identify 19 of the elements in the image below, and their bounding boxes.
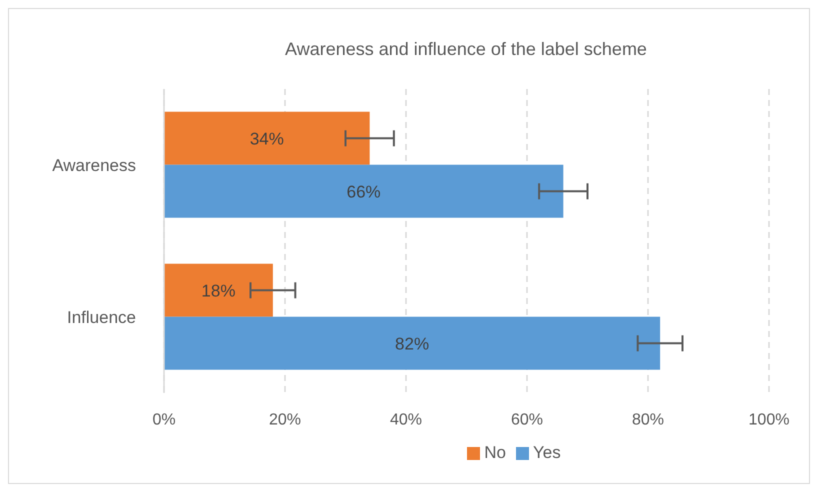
chart-title: Awareness and influence of the label scheme <box>284 39 648 60</box>
bar <box>164 164 564 218</box>
x-tick-label: 60% <box>510 411 544 428</box>
legend-label: No <box>484 443 506 462</box>
data-label: 82% <box>395 334 430 354</box>
bar <box>164 264 273 317</box>
bar <box>164 316 660 370</box>
y-tick-label: Influence <box>67 308 136 328</box>
x-tick-label: 0% <box>152 411 176 428</box>
legend-label: Yes <box>533 443 561 462</box>
y-tick-label: Awareness <box>52 156 136 176</box>
bar <box>164 112 370 165</box>
x-tick-label: 40% <box>390 411 422 428</box>
data-label: 66% <box>346 182 381 202</box>
data-label: 34% <box>250 129 284 148</box>
x-tick-label: 100% <box>748 411 790 428</box>
data-label: 18% <box>201 281 236 300</box>
x-tick-label: 20% <box>268 411 302 428</box>
x-tick-label: 80% <box>632 411 664 428</box>
